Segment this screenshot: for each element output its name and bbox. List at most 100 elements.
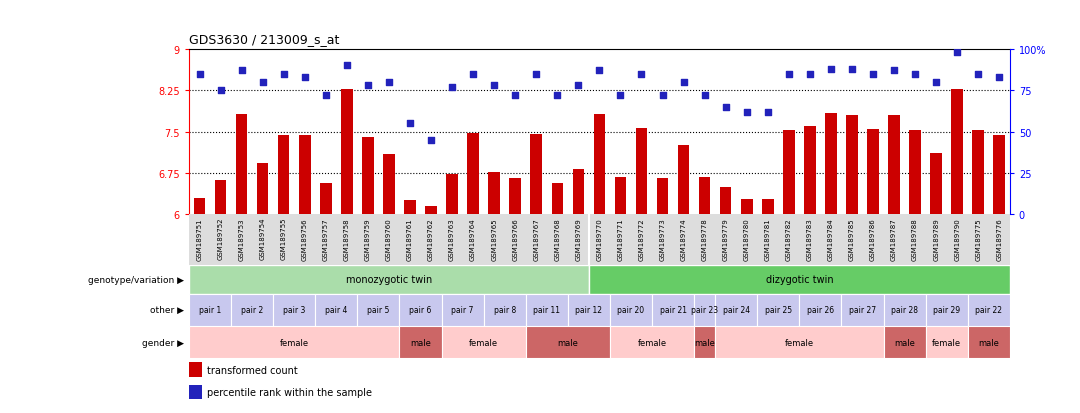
Point (380, 79, 397, 86)
Bar (678, 145, 689, 215)
Bar (610, 326, 694, 358)
Point (906, 71, 923, 78)
Bar (231, 294, 273, 326)
Bar (615, 178, 626, 215)
Text: GSM189753: GSM189753 (239, 217, 244, 260)
Text: pair 26: pair 26 (807, 306, 834, 315)
Point (990, 74, 1008, 81)
Point (822, 66, 839, 73)
Text: GSM189773: GSM189773 (660, 217, 665, 260)
Point (360, 83, 377, 89)
Text: pair 3: pair 3 (283, 306, 306, 315)
Text: GSM189766: GSM189766 (512, 217, 518, 260)
Bar (341, 90, 353, 215)
Point (675, 79, 692, 86)
Point (864, 71, 881, 78)
Bar (426, 206, 436, 215)
Text: GSM189787: GSM189787 (891, 217, 897, 260)
Bar (715, 294, 757, 326)
Bar (715, 326, 883, 358)
Text: GSM189770: GSM189770 (596, 217, 603, 260)
Text: gender ▶: gender ▶ (141, 338, 184, 347)
Bar (968, 294, 1010, 326)
Text: monozygotic twin: monozygotic twin (346, 275, 432, 285)
Text: pair 1: pair 1 (199, 306, 221, 315)
Text: male: male (557, 338, 578, 347)
Text: genotype/variation ▶: genotype/variation ▶ (87, 275, 184, 284)
Text: GSM189757: GSM189757 (323, 217, 328, 260)
Text: GSM189784: GSM189784 (828, 217, 834, 260)
Bar (930, 153, 942, 215)
Text: GSM189758: GSM189758 (343, 217, 350, 260)
Point (254, 79, 271, 86)
Text: GSM189768: GSM189768 (554, 217, 561, 260)
Bar (400, 326, 442, 358)
Text: female: female (932, 338, 961, 347)
Bar (299, 135, 311, 215)
Point (528, 71, 545, 78)
Bar (841, 294, 883, 326)
Text: GSM189769: GSM189769 (576, 217, 581, 260)
Bar (257, 164, 269, 215)
Text: GSM189751: GSM189751 (197, 217, 203, 260)
Text: pair 11: pair 11 (534, 306, 561, 315)
Bar (189, 294, 231, 326)
Text: GSM189783: GSM189783 (807, 217, 813, 260)
Point (444, 84, 461, 91)
Bar (189, 363, 202, 377)
Text: GSM189756: GSM189756 (301, 217, 308, 260)
Bar (552, 183, 563, 215)
Point (464, 71, 482, 78)
Point (801, 71, 819, 78)
Text: pair 22: pair 22 (975, 306, 1002, 315)
Bar (594, 114, 605, 215)
Bar (652, 294, 694, 326)
Bar (694, 294, 715, 326)
Bar (400, 294, 442, 326)
Text: other ▶: other ▶ (150, 306, 184, 315)
Text: pair 2: pair 2 (241, 306, 264, 315)
Point (738, 109, 755, 116)
Text: GSM189789: GSM189789 (933, 217, 940, 260)
Text: GSM189771: GSM189771 (618, 217, 623, 260)
Point (212, 88, 229, 94)
Bar (572, 170, 584, 215)
Text: GDS3630 / 213009_s_at: GDS3630 / 213009_s_at (189, 33, 339, 45)
Bar (883, 326, 926, 358)
Bar (530, 135, 542, 215)
Bar (442, 326, 526, 358)
Point (653, 93, 671, 99)
Bar (972, 131, 984, 215)
Point (717, 104, 734, 111)
Bar (589, 265, 1010, 294)
Bar (783, 131, 795, 215)
Text: female: female (280, 338, 309, 347)
Text: pair 20: pair 20 (618, 306, 645, 315)
Text: GSM189759: GSM189759 (365, 217, 370, 260)
Text: percentile rank within the sample: percentile rank within the sample (207, 387, 372, 397)
Text: pair 5: pair 5 (367, 306, 390, 315)
Point (886, 68, 903, 74)
Bar (883, 294, 926, 326)
Text: dizygotic twin: dizygotic twin (766, 275, 833, 285)
Bar (193, 198, 205, 215)
Text: pair 4: pair 4 (325, 306, 348, 315)
Bar (926, 294, 968, 326)
Bar (568, 294, 610, 326)
Point (928, 79, 945, 86)
Text: pair 29: pair 29 (933, 306, 960, 315)
Text: GSM189790: GSM189790 (955, 217, 960, 260)
Point (233, 68, 251, 74)
Bar (909, 131, 921, 215)
Text: GSM189786: GSM189786 (870, 217, 876, 260)
Bar (888, 116, 900, 215)
Bar (867, 130, 879, 215)
Bar (278, 135, 289, 215)
Text: female: female (637, 338, 666, 347)
Text: GSM189760: GSM189760 (386, 217, 392, 260)
Bar (762, 200, 773, 215)
Point (611, 93, 629, 99)
Bar (235, 114, 247, 215)
Point (275, 71, 293, 78)
Text: GSM189782: GSM189782 (786, 217, 792, 260)
